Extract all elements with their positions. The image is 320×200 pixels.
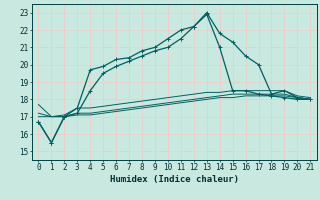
X-axis label: Humidex (Indice chaleur): Humidex (Indice chaleur) [110,175,239,184]
